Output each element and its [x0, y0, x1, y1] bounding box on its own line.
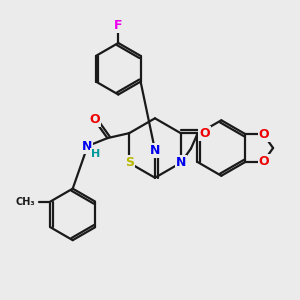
Text: N: N: [176, 156, 186, 170]
Text: N: N: [81, 140, 92, 152]
Text: F: F: [114, 19, 122, 32]
Text: N: N: [150, 143, 160, 157]
Text: S: S: [125, 156, 134, 170]
Text: O: O: [259, 128, 269, 141]
Text: CH₃: CH₃: [16, 196, 36, 206]
Text: O: O: [199, 127, 210, 140]
Text: O: O: [259, 155, 269, 168]
Text: O: O: [89, 113, 100, 126]
Text: H: H: [91, 149, 100, 159]
